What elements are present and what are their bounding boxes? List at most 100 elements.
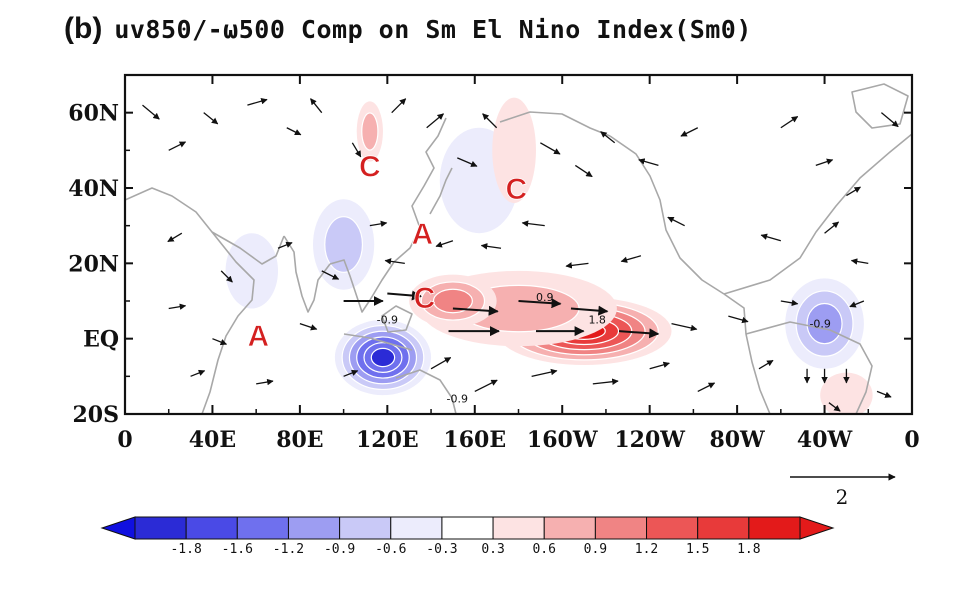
wind-vector [212, 338, 228, 346]
wind-vector [277, 241, 293, 249]
colorbar-segment [185, 516, 238, 540]
colorbar-segment [646, 516, 699, 540]
wind-vector [518, 298, 562, 309]
colorbar-segment [390, 516, 443, 540]
cyclone-label: C [505, 173, 527, 206]
wind-vector [457, 157, 478, 167]
coastline-arabia [211, 231, 285, 265]
wind-vector [351, 142, 362, 158]
wind-vector [435, 240, 454, 248]
wind-vector [828, 402, 841, 412]
wind-vector [369, 220, 388, 228]
wind-vector [760, 233, 782, 242]
anomaly-contour [492, 97, 536, 204]
x-tick-label: 40E [189, 427, 236, 453]
anomaly-contour [370, 347, 396, 368]
x-tick-label: 120W [614, 427, 685, 453]
colorbar-high-end [799, 516, 835, 540]
wind-vector [570, 305, 609, 316]
colorbar-label: 0.6 [532, 542, 555, 557]
contour-label: 0.9 [536, 291, 554, 304]
wind-vector [697, 382, 716, 392]
wind-vector [876, 390, 892, 398]
wind-vector [190, 369, 206, 377]
wind-vector [480, 243, 502, 250]
wind-vector [574, 164, 593, 178]
colorbar-segment [543, 516, 596, 540]
anomaly-contour [324, 216, 364, 273]
title-text: uv850/-ω500 Comp on Sm El Nino Index(Sm0… [114, 15, 752, 44]
colorbar-label: -1.6 [222, 542, 253, 557]
y-tick-label: EQ [83, 327, 119, 353]
wind-vector [846, 186, 861, 197]
wind-vector [824, 221, 840, 234]
colorbar-segment [697, 516, 750, 540]
wind-vector [220, 270, 233, 283]
anomaly-contour [806, 302, 843, 345]
colorbar-low-end [100, 516, 136, 540]
colorbar-segment [134, 516, 187, 540]
colorbar-segment [594, 516, 648, 540]
wind-vector [618, 328, 660, 339]
reference-vector: 2 [790, 473, 896, 509]
coastline-africa [125, 187, 255, 414]
wind-vector [168, 141, 187, 151]
coastline-south-america [723, 293, 771, 414]
anticyclone-label: A [248, 320, 270, 353]
wind-vector [256, 378, 274, 386]
contour-label: -0.9 [809, 317, 830, 330]
wind-vector [728, 315, 749, 324]
colorbar-label: -1.8 [170, 542, 201, 557]
colorbar-label: -0.3 [426, 542, 457, 557]
wind-vector [780, 115, 799, 129]
coastline-japan [429, 167, 453, 215]
colorbar-label: -0.9 [324, 542, 355, 557]
wind-vector [142, 104, 160, 120]
wind-vector [321, 270, 340, 280]
x-tick-label: 0 [904, 427, 919, 453]
wind-vector [531, 368, 558, 377]
wind-vector [387, 290, 422, 301]
colorbar-label: 0.9 [584, 542, 607, 557]
x-tick-label: 120E [356, 427, 419, 453]
wind-vector [620, 255, 642, 263]
colorbar-label: 0.3 [481, 542, 504, 557]
wind-vector [849, 300, 865, 308]
wind-vector [426, 113, 444, 129]
wind-vector [168, 303, 187, 310]
wind-vector [521, 220, 545, 227]
y-tick-label: 20N [68, 251, 119, 277]
cyclone-label: C [359, 150, 381, 183]
y-tick-label: 40N [68, 176, 119, 202]
wind-vector [671, 322, 698, 332]
contour-label: 1.8 [588, 314, 606, 327]
wind-vector [343, 369, 359, 377]
wind-vector [452, 305, 499, 316]
x-axis: 0 40E 80E 120E 160E 160W 120W 80W 40W 0 [117, 75, 920, 453]
wind-vector [880, 112, 899, 128]
coastlines [125, 83, 912, 414]
x-tick-label: 160E [443, 427, 506, 453]
wind-vector [310, 98, 323, 114]
wind-vector [815, 158, 834, 167]
colorbar-label: -0.6 [375, 542, 406, 557]
wind-vector [286, 127, 302, 136]
x-tick-label: 80E [276, 427, 323, 453]
coastline-north-america [609, 135, 725, 295]
wind-vector [299, 322, 318, 331]
coastline-brazil [745, 321, 873, 414]
wind-vector [482, 113, 498, 129]
colorbar: -1.8 -1.6 -1.2 -0.9 -0.6 -0.3 0.3 0.6 0.9 1.2 1.5 1… [100, 516, 835, 557]
anomaly-contour [361, 112, 379, 151]
colorbar-label: 1.8 [737, 542, 760, 557]
y-axis: 60N 40N 20N EQ 20S [68, 101, 912, 428]
anomaly-contour [432, 288, 473, 314]
colorbar-segment [492, 516, 545, 540]
wind-vector [203, 112, 219, 125]
anticyclone-label: A [411, 218, 433, 251]
wind-vector [667, 216, 685, 227]
coastline-greenland [851, 83, 909, 129]
colorbar-segment [339, 516, 392, 540]
wind-vector [850, 258, 869, 265]
